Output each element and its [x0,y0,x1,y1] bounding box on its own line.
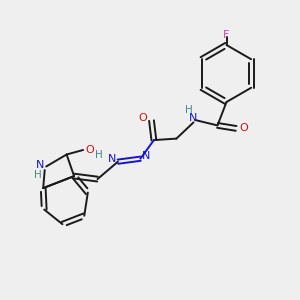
Text: N: N [189,112,198,123]
Text: H: H [34,170,42,180]
Text: N: N [142,151,150,161]
Text: O: O [239,123,248,134]
Text: F: F [223,30,230,40]
Text: O: O [85,145,94,155]
Text: H: H [184,105,192,116]
Text: H: H [95,150,103,161]
Text: N: N [35,160,44,170]
Text: N: N [108,154,117,164]
Text: O: O [138,112,147,123]
